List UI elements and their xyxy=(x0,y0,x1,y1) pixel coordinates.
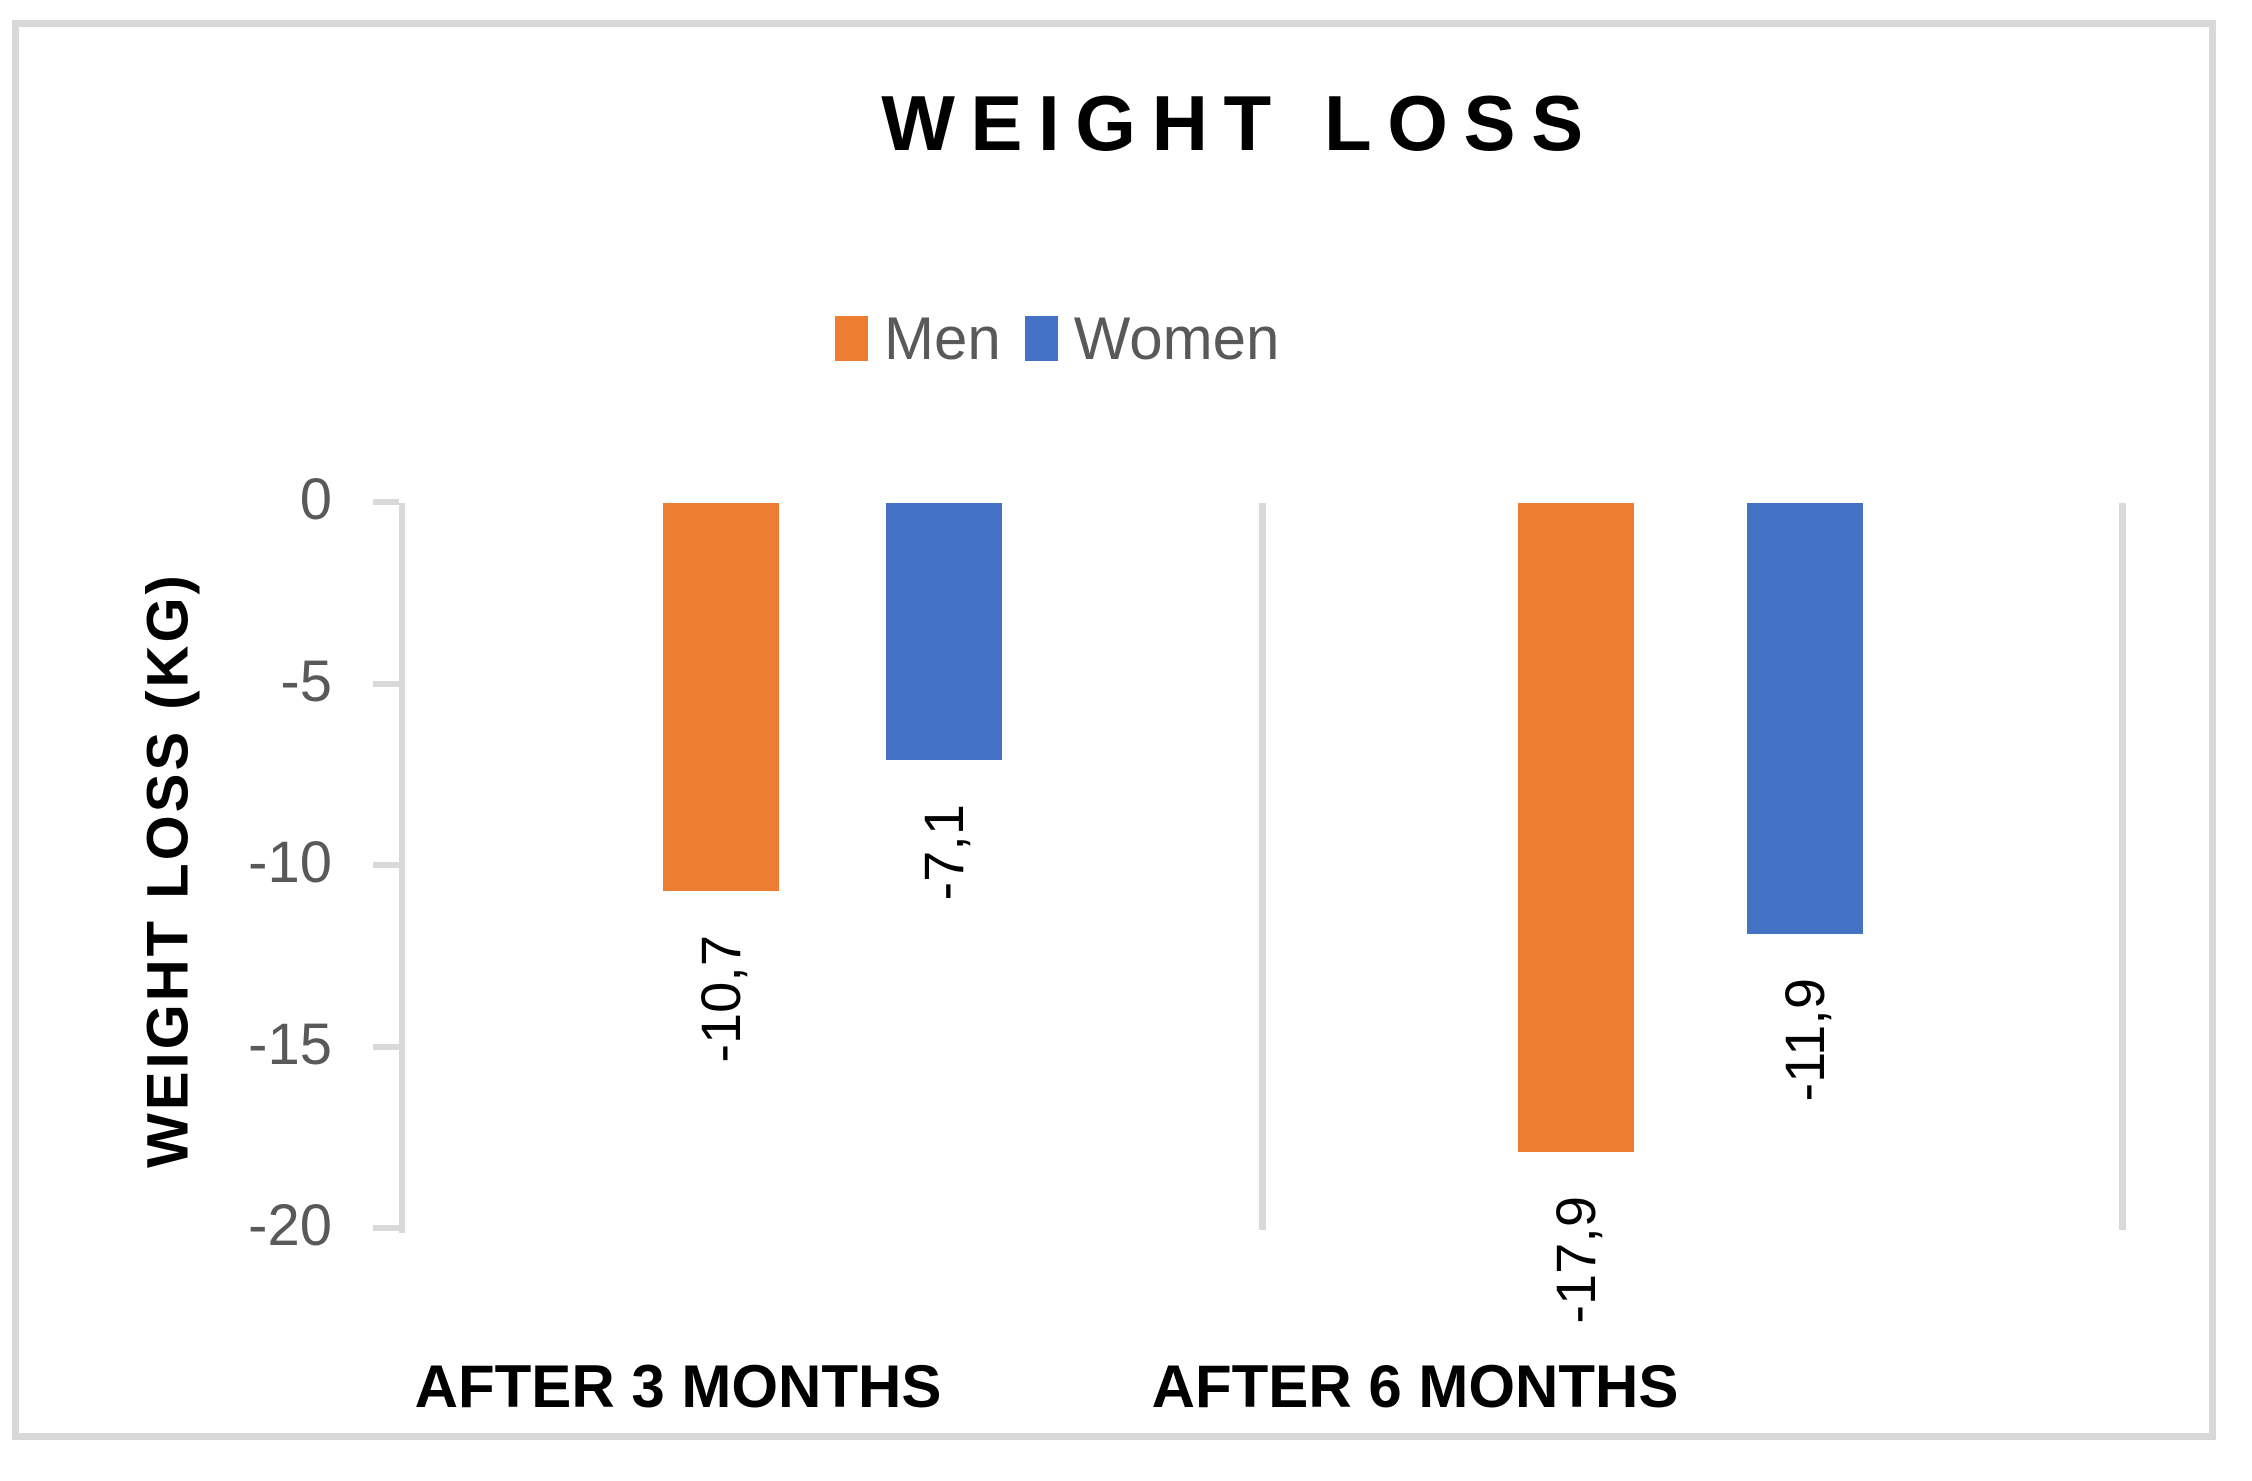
y-tick-label: -20 xyxy=(248,1193,332,1258)
category-separator-line xyxy=(2119,503,2126,1230)
legend: Men Women xyxy=(835,302,1279,374)
y-axis-tick xyxy=(373,499,399,505)
legend-swatch-icon xyxy=(1024,315,1058,361)
legend-swatch-icon xyxy=(835,315,868,361)
bar-women-2 xyxy=(1747,503,1863,934)
chart-title: WEIGHT LOSS xyxy=(881,79,1599,167)
y-axis-tick xyxy=(373,862,399,868)
x-category-label: AFTER 6 MONTHS xyxy=(1151,1353,1679,1420)
y-tick-label: -5 xyxy=(280,649,332,714)
y-axis-line xyxy=(399,503,405,1233)
y-axis-tick xyxy=(373,681,399,687)
bar-value-label: -17,9 xyxy=(1544,1196,1607,1324)
legend-label: Women xyxy=(1073,304,1280,372)
bar-men-2 xyxy=(1518,503,1634,1152)
y-tick-label: -15 xyxy=(248,1012,332,1077)
y-axis-tick xyxy=(373,1044,399,1050)
bar-value-label: -10,7 xyxy=(689,935,752,1063)
legend-item-women: Women xyxy=(1024,304,1280,373)
category-separator-line xyxy=(1259,503,1266,1230)
bar-women-1 xyxy=(886,503,1002,760)
legend-label: Men xyxy=(884,304,1001,372)
y-axis-tick xyxy=(373,1225,399,1231)
y-tick-label: -10 xyxy=(248,830,332,895)
bar-men-1 xyxy=(663,503,779,891)
bar-value-label: -7,1 xyxy=(912,804,975,901)
x-category-label: AFTER 3 MONTHS xyxy=(414,1353,942,1420)
legend-item-men: Men xyxy=(835,304,1001,373)
chart-border-frame xyxy=(12,20,2216,1440)
y-tick-label: 0 xyxy=(299,467,332,532)
bar-value-label: -11,9 xyxy=(1773,978,1836,1102)
